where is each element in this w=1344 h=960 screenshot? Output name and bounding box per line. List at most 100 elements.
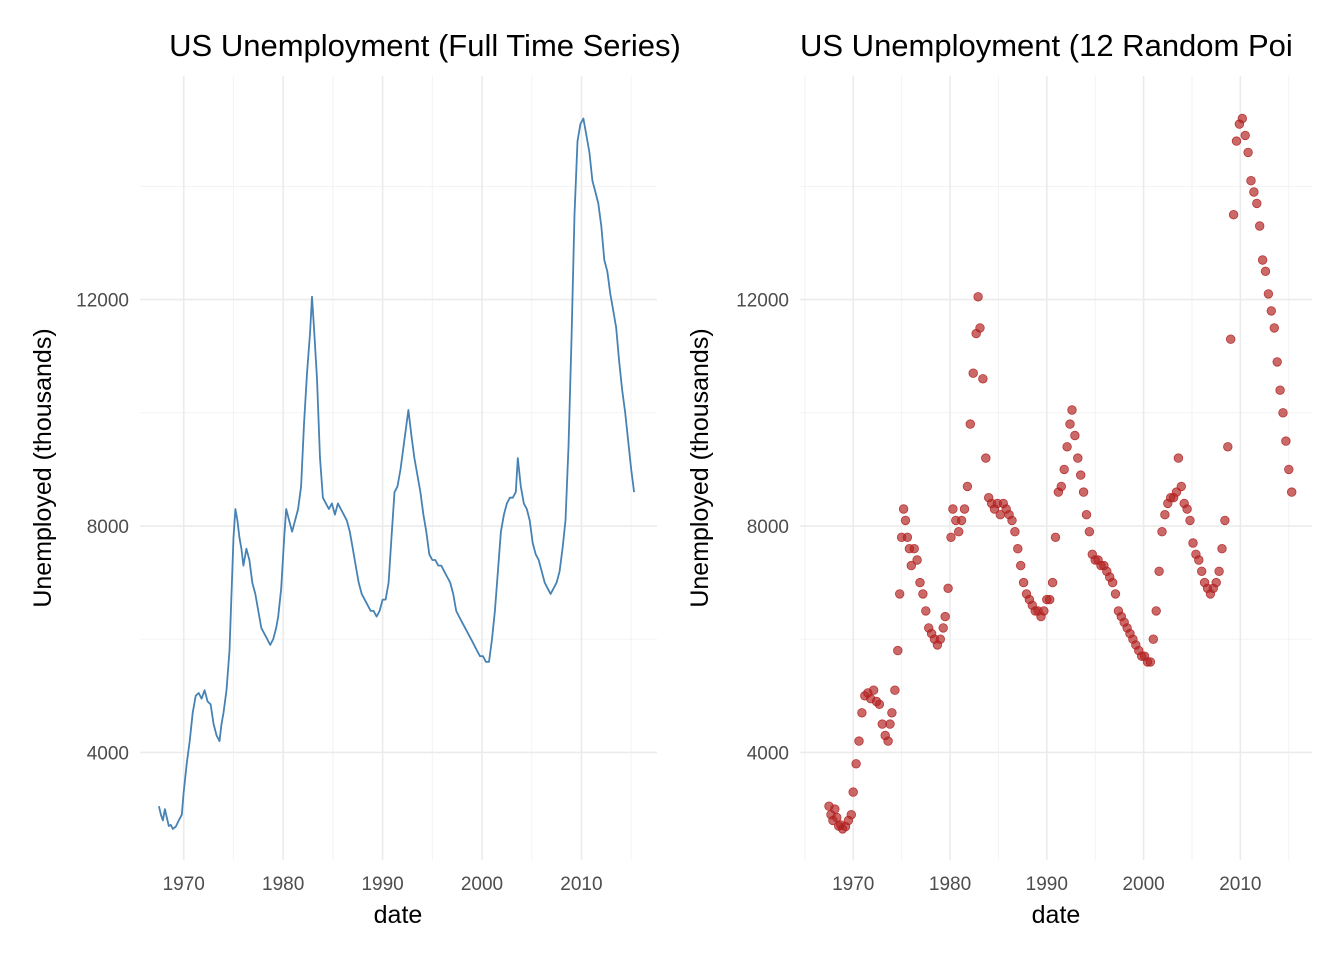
data-point bbox=[935, 634, 946, 644]
data-point bbox=[1145, 657, 1156, 667]
data-point bbox=[909, 544, 919, 554]
y-axis-title-left: Unemployed (thousands) bbox=[29, 328, 57, 607]
x-tick-label: 2010 bbox=[1219, 874, 1261, 895]
data-point bbox=[1016, 560, 1026, 571]
data-point bbox=[1059, 464, 1069, 475]
data-point bbox=[940, 611, 950, 622]
data-point bbox=[1243, 147, 1253, 158]
data-point bbox=[830, 804, 840, 814]
data-point bbox=[1286, 487, 1297, 497]
data-point bbox=[1151, 606, 1161, 616]
x-tick-label: 2000 bbox=[461, 874, 503, 895]
data-point bbox=[1252, 198, 1262, 209]
grid-left bbox=[140, 76, 657, 860]
data-point bbox=[1231, 136, 1242, 146]
data-point bbox=[874, 699, 885, 710]
x-tick-label: 1980 bbox=[929, 874, 971, 895]
data-point bbox=[851, 759, 861, 769]
data-point bbox=[846, 810, 857, 820]
data-point bbox=[1266, 306, 1277, 316]
data-point bbox=[890, 685, 900, 695]
data-point bbox=[1176, 481, 1187, 492]
x-axis-title-right: date bbox=[1032, 901, 1081, 929]
data-point bbox=[1073, 453, 1083, 463]
data-point bbox=[981, 453, 991, 463]
data-point bbox=[912, 555, 922, 565]
data-point bbox=[1070, 430, 1080, 441]
data-point bbox=[1272, 357, 1282, 367]
data-point bbox=[1081, 510, 1092, 520]
data-point bbox=[1010, 527, 1020, 537]
data-point bbox=[978, 374, 988, 384]
x-axis-title-left: date bbox=[374, 901, 423, 929]
y-tick-label: 8000 bbox=[747, 517, 789, 538]
data-point bbox=[893, 645, 903, 656]
data-point bbox=[1257, 255, 1268, 265]
y-axis-title-right: Unemployed (thousands) bbox=[686, 328, 714, 607]
data-point bbox=[1173, 453, 1184, 463]
y-tick-labels-left: 4000 8000 12000 bbox=[76, 291, 129, 765]
data-point bbox=[1214, 566, 1224, 577]
data-point bbox=[854, 736, 864, 746]
data-point bbox=[857, 708, 867, 718]
plot-area-right bbox=[824, 113, 1297, 834]
data-point bbox=[885, 719, 895, 729]
data-point bbox=[1278, 408, 1288, 418]
y-tick-label: 8000 bbox=[87, 517, 129, 538]
data-point bbox=[1228, 209, 1239, 220]
data-point bbox=[1050, 532, 1061, 543]
data-point bbox=[968, 368, 978, 378]
data-point bbox=[962, 481, 973, 492]
data-point bbox=[1275, 385, 1285, 395]
plot-area-left bbox=[158, 117, 635, 830]
data-point bbox=[868, 685, 879, 695]
data-point bbox=[1217, 544, 1227, 554]
x-tick-label: 1990 bbox=[1026, 874, 1068, 895]
data-point bbox=[973, 292, 983, 302]
data-point bbox=[1263, 289, 1274, 299]
data-point bbox=[1254, 221, 1265, 231]
x-tick-label: 1970 bbox=[832, 874, 874, 895]
data-point bbox=[1157, 527, 1167, 537]
data-point bbox=[915, 577, 925, 588]
data-point bbox=[1225, 334, 1236, 344]
data-point bbox=[1196, 566, 1207, 577]
data-point bbox=[965, 419, 976, 429]
data-point bbox=[1084, 527, 1095, 537]
x-tick-label: 1980 bbox=[262, 874, 304, 895]
data-point bbox=[948, 504, 958, 514]
data-point bbox=[1039, 606, 1049, 616]
data-point bbox=[1062, 442, 1072, 452]
data-point bbox=[1047, 577, 1058, 588]
data-point bbox=[1078, 487, 1089, 497]
data-point bbox=[906, 560, 917, 571]
x-tick-labels-left: 1970 1980 1990 2000 2010 bbox=[163, 874, 603, 895]
data-point bbox=[1284, 464, 1294, 475]
data-point bbox=[938, 623, 948, 633]
data-point bbox=[848, 787, 858, 797]
data-point bbox=[1246, 175, 1256, 186]
data-point bbox=[898, 504, 909, 514]
data-point bbox=[900, 515, 911, 526]
y-tick-label: 4000 bbox=[87, 743, 129, 764]
data-point bbox=[1211, 577, 1221, 588]
x-tick-labels-right: 1970 1980 1990 2000 2010 bbox=[832, 874, 1261, 895]
data-point bbox=[1107, 577, 1118, 588]
data-point bbox=[1269, 323, 1280, 333]
series-line bbox=[158, 117, 635, 830]
data-point bbox=[1065, 419, 1075, 429]
data-point bbox=[1056, 481, 1067, 492]
data-point bbox=[887, 708, 897, 718]
data-point bbox=[1110, 589, 1121, 599]
x-tick-label: 1990 bbox=[361, 874, 403, 895]
data-point bbox=[1182, 504, 1192, 514]
x-tick-label: 2000 bbox=[1122, 874, 1164, 895]
grid-right bbox=[800, 76, 1312, 860]
y-tick-label: 12000 bbox=[76, 291, 129, 312]
data-point bbox=[1160, 510, 1170, 520]
data-point bbox=[1260, 266, 1271, 277]
data-point bbox=[1281, 436, 1291, 446]
chart-title-left: US Unemployment (Full Time Series) bbox=[169, 28, 681, 63]
data-point bbox=[883, 736, 893, 746]
